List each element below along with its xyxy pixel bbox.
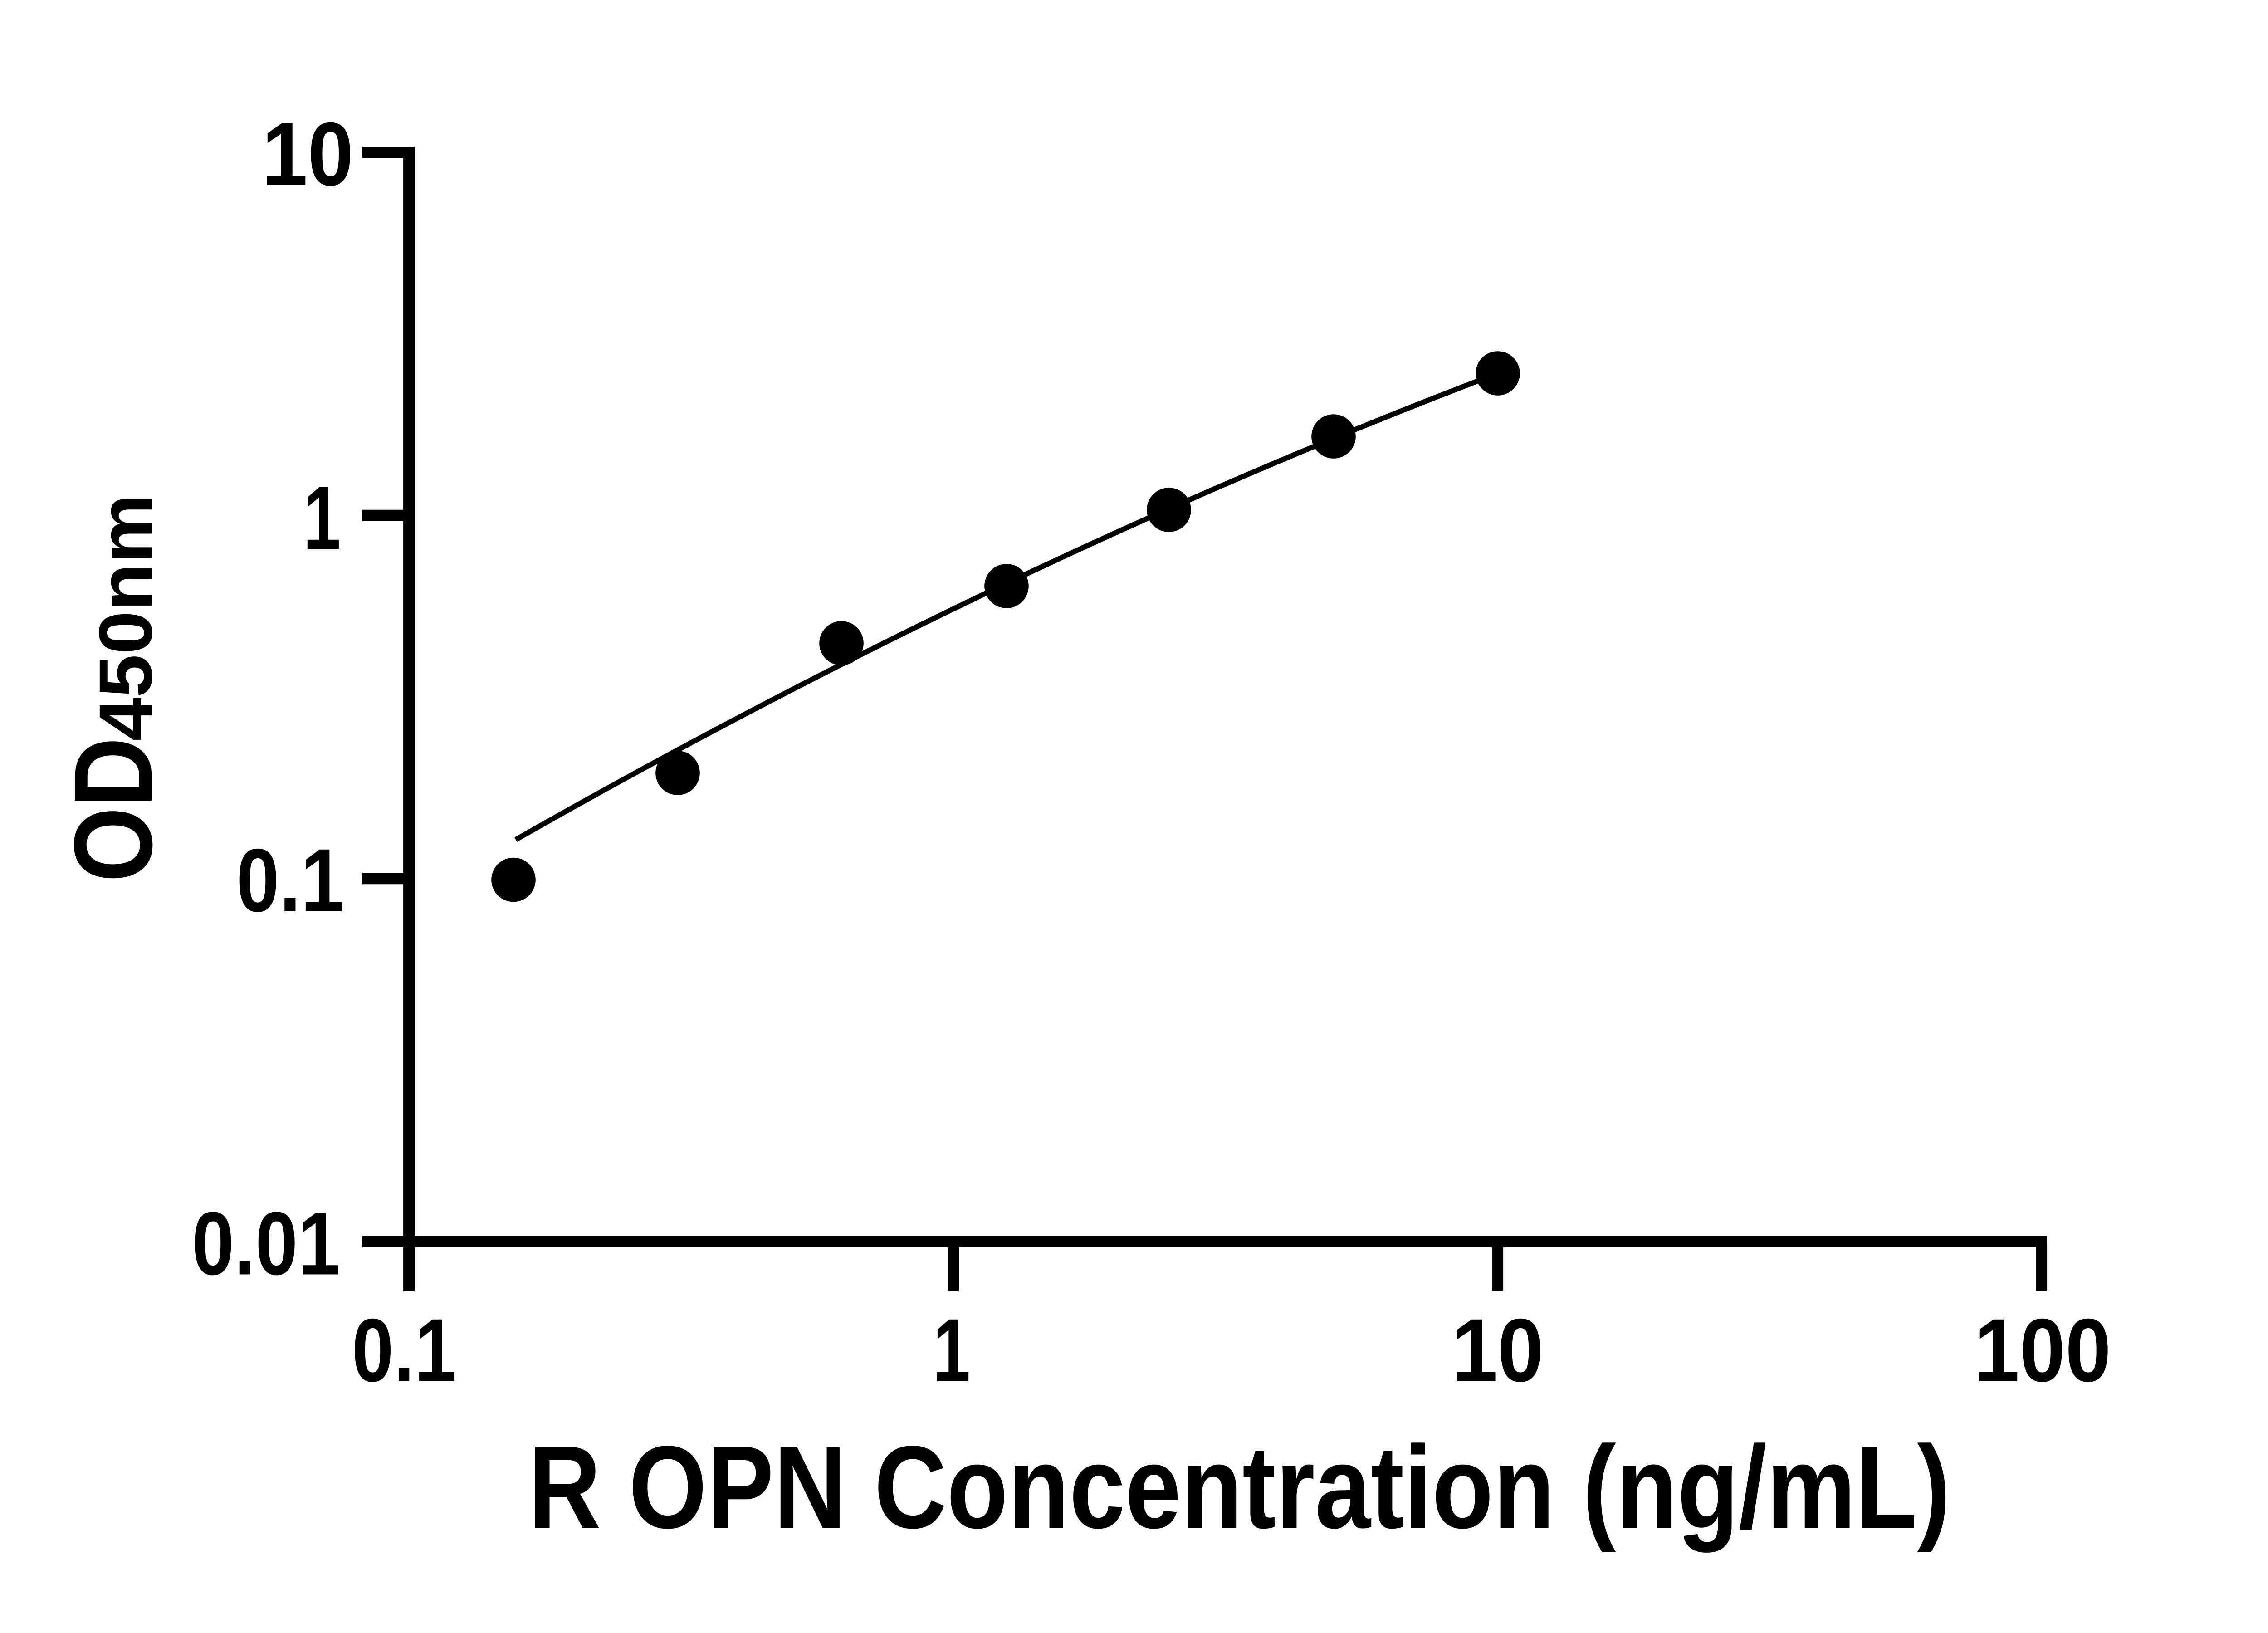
svg-text:450nm: 450nm bbox=[83, 494, 168, 741]
svg-text:1: 1 bbox=[933, 1301, 971, 1401]
svg-text:R OPN Concentration (ng/mL): R OPN Concentration (ng/mL) bbox=[528, 1422, 1950, 1553]
svg-text:10: 10 bbox=[1452, 1301, 1544, 1401]
svg-text:0.1: 0.1 bbox=[236, 831, 344, 931]
svg-text:100: 100 bbox=[1974, 1301, 2111, 1401]
svg-text:0.1: 0.1 bbox=[352, 1300, 456, 1400]
svg-text:1: 1 bbox=[303, 468, 341, 568]
svg-text:10: 10 bbox=[262, 104, 353, 205]
svg-text:0.01: 0.01 bbox=[192, 1193, 340, 1294]
svg-text:OD: OD bbox=[51, 737, 175, 882]
